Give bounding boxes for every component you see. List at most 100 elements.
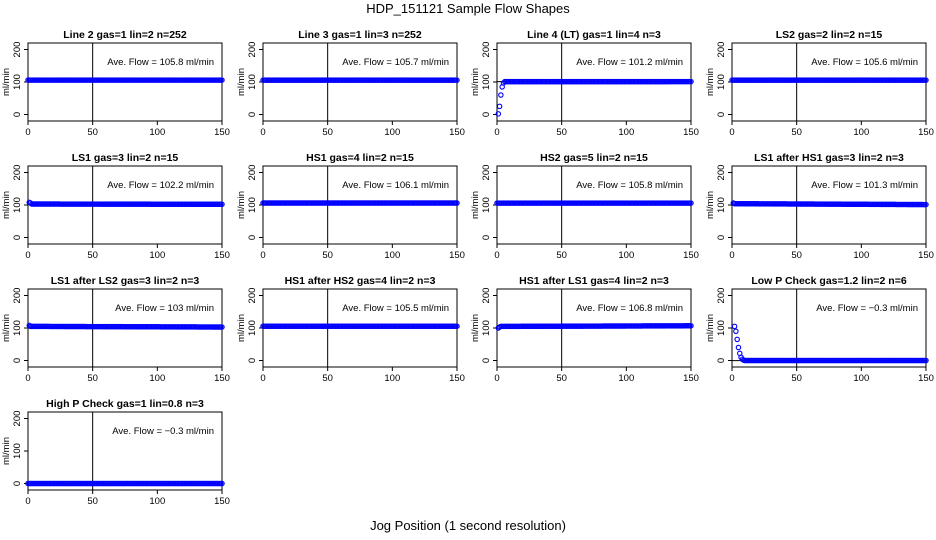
x-tick-label: 0 [260,250,265,261]
panel-title: HS1 after LS1 gas=4 lin=2 n=3 [519,275,669,287]
x-tick-label: 0 [494,250,499,261]
average-flow-annotation: Ave. Flow = 105.5 ml/min [342,303,449,314]
x-tick-label: 100 [149,127,165,138]
x-tick-label: 100 [618,250,634,261]
y-tick-label: 200 [481,42,492,58]
x-tick-label: 0 [729,373,734,384]
y-axis-label: ml/min [705,314,716,342]
x-tick-label: 100 [853,373,869,384]
x-tick-label: 50 [791,373,802,384]
x-tick-label: 100 [384,127,400,138]
x-tick-label: 50 [791,250,802,261]
data-point [454,77,460,83]
y-tick-label: 200 [716,288,727,304]
y-axis-label: ml/min [705,68,716,96]
data-point [219,201,225,208]
chart-panel-4: LS2 gas=2 lin=2 n=15 0 50 100 150 0 100 200ml/m… [705,29,934,138]
y-tick-label: 100 [716,197,727,213]
x-tick-label: 100 [618,373,634,384]
data-point [923,77,929,83]
data-point [923,201,929,208]
x-tick-label: 150 [449,250,465,261]
panel-title: LS1 after LS2 gas=3 lin=2 n=3 [51,275,200,287]
y-tick-label: 100 [716,320,727,336]
chart-panel-5: LS1 gas=3 lin=2 n=15 0 50 100 150 0 100 200ml/m… [1,152,230,261]
x-tick-label: 50 [322,127,333,138]
y-axis-label: ml/min [236,314,247,342]
x-tick-label: 0 [25,250,30,261]
data-point [498,92,504,98]
panel-title: Line 3 gas=1 lin=3 n=252 [298,29,422,41]
y-tick-label: 200 [481,165,492,181]
y-tick-label: 200 [12,165,23,181]
average-flow-annotation: Ave. Flow = 106.8 ml/min [576,303,683,314]
x-tick-label: 0 [494,373,499,384]
x-tick-label: 0 [25,373,30,384]
x-tick-label: 100 [149,496,165,507]
data-point [495,111,502,117]
y-tick-label: 200 [247,42,258,58]
chart-panel-7: HS2 gas=5 lin=2 n=15 0 50 100 150 0 100 200ml/m… [470,152,699,261]
y-tick-label: 0 [481,358,492,363]
data-point [219,77,225,83]
chart-panel-10: HS1 after HS2 gas=4 lin=2 n=3 0 50 100 150 0 1… [236,275,465,384]
chart-panel-6: HS1 gas=4 lin=2 n=15 0 50 100 150 0 100 200ml/m… [236,152,465,261]
data-point [733,328,739,334]
data-point [734,336,740,343]
x-tick-label: 100 [853,127,869,138]
y-tick-label: 100 [716,74,727,90]
panel-title: LS1 after HS1 gas=3 lin=2 n=3 [754,152,904,164]
data-point [219,480,225,487]
x-tick-label: 0 [260,127,265,138]
x-tick-label: 150 [918,373,934,384]
panel-title: High P Check gas=1 lin=0.8 n=3 [46,398,204,410]
y-axis-label: ml/min [1,437,12,465]
x-tick-label: 50 [556,373,567,384]
x-tick-label: 150 [449,373,465,384]
y-tick-label: 0 [12,481,23,486]
y-tick-label: 100 [12,197,23,213]
chart-panel-13: High P Check gas=1 lin=0.8 n=3 0 50 100 150 0… [1,398,230,507]
y-tick-label: 200 [247,288,258,304]
x-tick-label: 150 [683,373,699,384]
x-tick-label: 150 [918,250,934,261]
x-tick-label: 100 [384,373,400,384]
y-axis-label: ml/min [236,191,247,219]
average-flow-annotation: Ave. Flow = 105.8 ml/min [576,180,683,191]
y-tick-label: 0 [12,112,23,117]
x-tick-label: 150 [918,127,934,138]
x-tick-label: 150 [214,127,230,138]
y-tick-label: 100 [247,197,258,213]
panel-title: LS1 gas=3 lin=2 n=15 [72,152,179,164]
y-axis-label: ml/min [1,314,12,342]
data-point [735,344,742,351]
panel-title: Low P Check gas=1.2 lin=2 n=6 [751,275,906,287]
y-axis-label: ml/min [1,191,12,219]
x-tick-label: 0 [494,127,499,138]
average-flow-annotation: Ave. Flow = 103 ml/min [115,303,214,314]
y-tick-label: 0 [716,358,727,363]
x-tick-label: 50 [87,250,98,261]
data-point [731,323,738,330]
y-tick-label: 100 [12,74,23,90]
x-tick-label: 100 [149,373,165,384]
x-tick-label: 50 [556,250,567,261]
y-axis-label: ml/min [1,68,12,96]
data-point [688,200,694,206]
plot-frame [731,288,927,368]
panel-title: LS2 gas=2 lin=2 n=15 [776,29,883,41]
data-point [219,324,225,330]
x-tick-label: 0 [25,496,30,507]
average-flow-annotation: Ave. Flow = 105.6 ml/min [811,57,918,68]
chart-panel-2: Line 3 gas=1 lin=3 n=252 0 50 100 150 0 100 200… [236,29,465,138]
chart-panel-12: Low P Check gas=1.2 lin=2 n=6 0 50 100 150 0 1… [705,275,934,384]
data-point [496,103,503,110]
x-tick-label: 150 [214,496,230,507]
average-flow-annotation: Ave. Flow = −0.3 ml/min [112,426,214,437]
panel-title: Line 2 gas=1 lin=2 n=252 [63,29,187,41]
panel-title: HS1 gas=4 lin=2 n=15 [306,152,414,164]
x-tick-label: 50 [556,127,567,138]
x-tick-label: 50 [87,496,98,507]
chart-panel-1: Line 2 gas=1 lin=2 n=252 0 50 100 150 0 100 200… [1,29,230,138]
x-tick-label: 0 [729,250,734,261]
